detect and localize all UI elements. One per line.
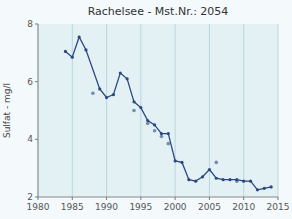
line-point bbox=[270, 185, 273, 188]
tick-label: 6 bbox=[27, 77, 33, 87]
x-axis bbox=[38, 197, 278, 198]
line-point bbox=[194, 180, 197, 183]
line-point bbox=[180, 161, 183, 164]
grid-line bbox=[243, 24, 244, 197]
tick-label: 1980 bbox=[27, 202, 50, 212]
scatter-point bbox=[235, 179, 239, 183]
tick-label: 1985 bbox=[61, 202, 84, 212]
scatter-point bbox=[214, 161, 218, 165]
tick-label: 2015 bbox=[267, 202, 290, 212]
grid-line bbox=[140, 24, 141, 197]
line-point bbox=[98, 87, 101, 90]
tick-label: 8 bbox=[27, 19, 33, 29]
tick-label: 2000 bbox=[164, 202, 187, 212]
data-layer bbox=[64, 35, 273, 191]
grid-line bbox=[106, 24, 107, 197]
grid-line bbox=[72, 24, 73, 197]
line-point bbox=[126, 77, 129, 80]
line-point bbox=[167, 132, 170, 135]
scatter-point bbox=[166, 142, 170, 146]
tick-label: 1990 bbox=[95, 202, 118, 212]
grid-line bbox=[278, 24, 279, 197]
line-point bbox=[201, 175, 204, 178]
y-axis bbox=[38, 24, 39, 197]
tick-label: 2 bbox=[27, 192, 33, 202]
scatter-point bbox=[146, 122, 150, 126]
tick-label: 2010 bbox=[232, 202, 255, 212]
tick-label: 2005 bbox=[198, 202, 221, 212]
line-point bbox=[64, 50, 67, 53]
scatter-point bbox=[91, 91, 95, 95]
plot-area bbox=[38, 24, 278, 197]
line-point bbox=[112, 93, 115, 96]
line-point bbox=[105, 96, 108, 99]
line-point bbox=[208, 168, 211, 171]
scatter-point bbox=[153, 129, 157, 133]
line-point bbox=[119, 71, 122, 74]
line-point bbox=[84, 48, 87, 51]
line bbox=[65, 37, 271, 190]
line-point bbox=[187, 178, 190, 181]
line-point bbox=[249, 180, 252, 183]
tick-label: 4 bbox=[27, 134, 33, 144]
line-point bbox=[132, 100, 135, 103]
y-axis-label: Sulfat - mg/l bbox=[2, 83, 12, 138]
grid-line bbox=[38, 24, 39, 197]
line-point bbox=[153, 123, 156, 126]
line-point bbox=[256, 188, 259, 191]
line-point bbox=[242, 180, 245, 183]
line-point bbox=[71, 56, 74, 59]
tick-label: 1995 bbox=[129, 202, 152, 212]
line-point bbox=[139, 106, 142, 109]
line-point bbox=[263, 187, 266, 190]
line-point bbox=[174, 159, 177, 162]
line-point bbox=[78, 35, 81, 38]
line-point bbox=[222, 178, 225, 181]
title: Rachelsee - Mst.Nr.: 2054 bbox=[88, 5, 229, 18]
grid-line bbox=[175, 24, 176, 197]
line-point bbox=[228, 178, 231, 181]
chart: 1980 1985 1990 1995 2000 2005 2010 2015 2 4 6 8 Rach… bbox=[0, 0, 292, 219]
line-point bbox=[215, 177, 218, 180]
scatter-point bbox=[132, 109, 136, 113]
scatter-point bbox=[160, 135, 164, 139]
